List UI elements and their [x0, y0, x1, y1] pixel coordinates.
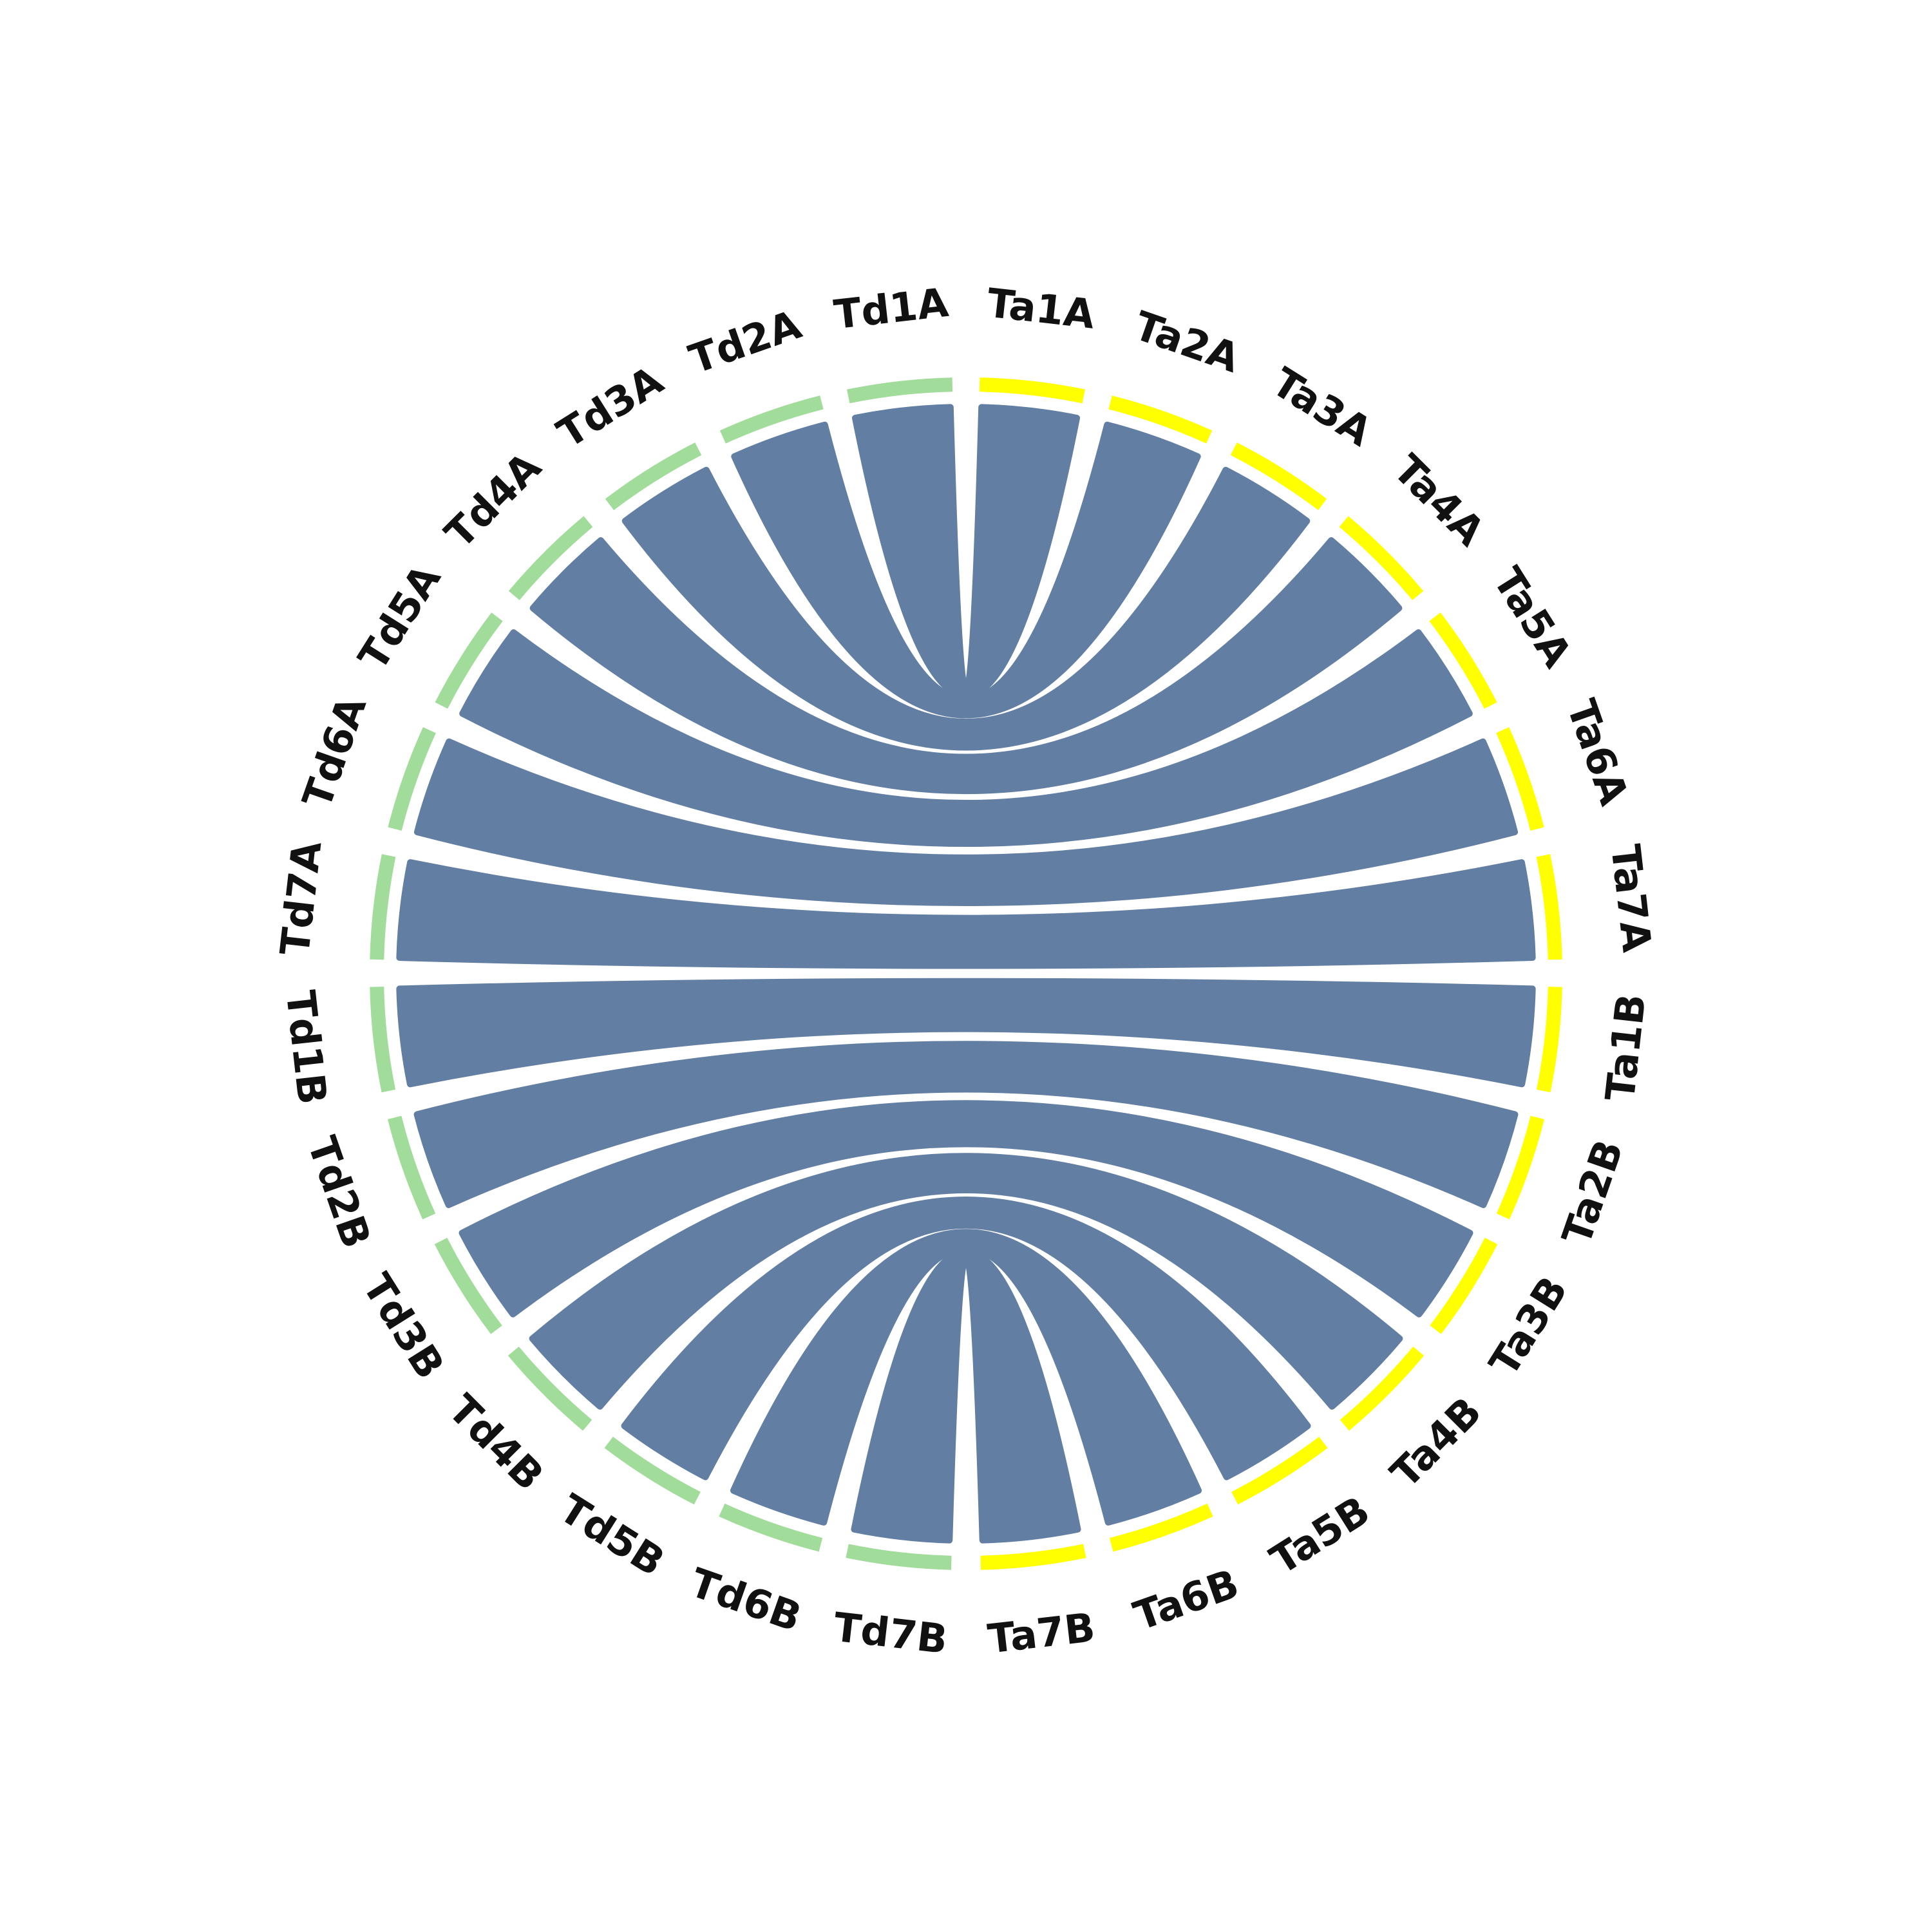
segment-Td7A	[370, 854, 396, 960]
link-Td7B-Ta7B	[851, 1248, 1081, 1544]
link-Td4A-Ta4A	[529, 537, 1403, 794]
segment-Td3A	[605, 442, 702, 511]
link-Td5B-Ta5B	[621, 1197, 1311, 1481]
segment-Td2B	[387, 1115, 436, 1220]
link-Td3A-Ta3A	[621, 466, 1311, 751]
segment-Td3B	[434, 1238, 502, 1334]
segment-Td6B	[719, 1503, 823, 1552]
segment-Td6A	[388, 727, 436, 831]
segment-Td1A	[846, 377, 953, 404]
link-Td6B-Ta6B	[730, 1229, 1202, 1526]
link-Td7A-Ta7A	[396, 859, 1536, 969]
segment-Td5B	[604, 1436, 701, 1505]
link-Td1A-Ta1A	[851, 404, 1081, 699]
segment-Td7B	[846, 1544, 952, 1570]
synteny-links	[396, 404, 1536, 1544]
segment-Td5A	[435, 612, 503, 709]
segment-Td4A	[508, 516, 593, 600]
link-Td3B-Ta3B	[459, 1100, 1473, 1318]
link-Td2A-Ta2A	[731, 421, 1201, 719]
segment-Td1B	[370, 987, 396, 1093]
link-Td2B-Ta2B	[413, 1041, 1519, 1208]
segment-Ta7A	[1536, 854, 1562, 960]
segment-Ta5A	[1429, 612, 1497, 709]
segment-Ta4A	[1339, 516, 1424, 600]
segment-Ta6B	[1109, 1503, 1213, 1552]
segment-Td2A	[719, 395, 824, 444]
segment-Ta1A	[979, 377, 1086, 404]
segment-Ta3B	[1430, 1238, 1498, 1334]
segment-Ta6A	[1496, 727, 1544, 831]
link-Td6A-Ta6A	[413, 738, 1519, 907]
segment-Ta3A	[1230, 442, 1327, 511]
segment-Ta5B	[1231, 1436, 1328, 1505]
link-Td1B-Ta1B	[396, 978, 1536, 1088]
segment-Ta7B	[980, 1544, 1086, 1570]
chromosome-ring	[370, 377, 1562, 1570]
segment-Ta1B	[1536, 987, 1562, 1093]
link-Td4B-Ta4B	[529, 1153, 1403, 1410]
segment-Ta4B	[1340, 1346, 1425, 1431]
segment-Ta2A	[1108, 395, 1213, 444]
segment-Ta2B	[1496, 1115, 1545, 1220]
segment-Td4B	[507, 1346, 592, 1431]
link-Td5A-Ta5A	[459, 629, 1473, 848]
